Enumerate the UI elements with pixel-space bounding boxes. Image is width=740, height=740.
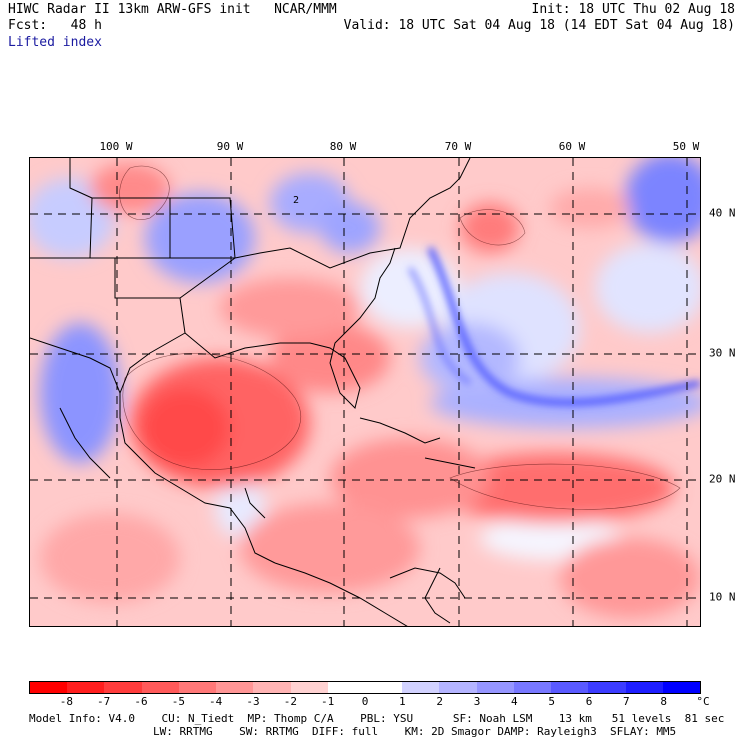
colorbar-swatch: [178, 682, 217, 693]
lon-label-80w: 80 W: [329, 140, 357, 153]
lon-label-70w: 70 W: [444, 140, 472, 153]
colorbar-tick-label: 0: [361, 695, 369, 708]
colorbar-tick-label: 4: [511, 695, 518, 708]
colorbar-swatch: [327, 682, 365, 693]
colorbar-tick-label: -8: [59, 695, 73, 708]
colorbar-swatch: [104, 682, 142, 693]
colorbar-swatch: [588, 682, 626, 693]
colorbar-swatch: [216, 682, 254, 693]
colorbar-swatch: [402, 682, 440, 693]
lon-label-100w: 100 W: [99, 140, 133, 153]
lat-label-20n: 20 N: [709, 472, 736, 486]
colorbar-swatch: [141, 682, 179, 693]
model-info-line1: Model Info: V4.0 CU: N_Tiedt MP: Thomp C…: [29, 712, 725, 725]
colorbar-tick-label: -5: [171, 695, 185, 708]
colorbar-swatch: [551, 682, 589, 693]
colorbar-tick-label: 7: [623, 695, 630, 708]
header-title: HIWC Radar II 13km ARW-GFS init NCAR/MMM: [8, 2, 337, 17]
coastlines: [30, 158, 476, 626]
colorbar-unit: °C: [696, 695, 710, 708]
colorbar-tick-label: -7: [97, 695, 111, 708]
colorbar-tick-label: 3: [473, 695, 481, 708]
colorbar-tick-label: 5: [548, 695, 555, 708]
init-time: Init: 18 UTC Thu 02 Aug 18: [531, 2, 736, 17]
lifted-index-map: 2: [29, 157, 701, 627]
colorbar-swatch: [476, 682, 514, 693]
colorbar-tick-label: 8: [660, 695, 667, 708]
colorbar-swatch: [67, 682, 105, 693]
colorbar-swatch: [364, 682, 403, 693]
map-canvas: 2: [30, 158, 700, 626]
lon-label-90w: 90 W: [216, 140, 244, 153]
stable-band: [408, 246, 700, 406]
colorbar-swatch: [253, 682, 291, 693]
colorbar-swatch: [30, 682, 68, 693]
model-info-line2: LW: RRTMG SW: RRTMG DIFF: full KM: 2D Sm…: [153, 725, 677, 738]
colorbar-tick-label: -4: [209, 695, 223, 708]
lat-label-10n: 10 N: [709, 590, 736, 604]
field-patches: [30, 158, 700, 618]
colorbar-tick-label: -6: [134, 695, 148, 708]
colorbar-swatch: [513, 682, 552, 693]
lat-label-30n: 30 N: [709, 346, 736, 360]
colorbar-swatch: [290, 682, 328, 693]
forecast-hour: Fcst: 48 h: [8, 18, 102, 33]
colorbar-tick-label: 2: [436, 695, 443, 708]
colorbar-tick-label: 1: [399, 695, 406, 708]
map-marker-label: 2: [293, 195, 299, 206]
colorbar: [29, 681, 701, 694]
colorbar-swatch: [625, 682, 663, 693]
colorbar-tick-label: -3: [246, 695, 260, 708]
colorbar-tick-label: -1: [321, 695, 335, 708]
lat-lon-grid: [30, 158, 700, 626]
lon-label-60w: 60 W: [558, 140, 586, 153]
colorbar-swatch: [662, 682, 700, 693]
colorbar-tick-label: -2: [283, 695, 297, 708]
field-name: Lifted index: [8, 35, 102, 50]
colorbar-swatch: [439, 682, 477, 693]
lat-label-40n: 40 N: [709, 206, 736, 220]
colorbar-tick-label: 6: [585, 695, 593, 708]
lon-label-50w: 50 W: [672, 140, 700, 153]
valid-time: Valid: 18 UTC Sat 04 Aug 18 (14 EDT Sat …: [343, 18, 735, 33]
